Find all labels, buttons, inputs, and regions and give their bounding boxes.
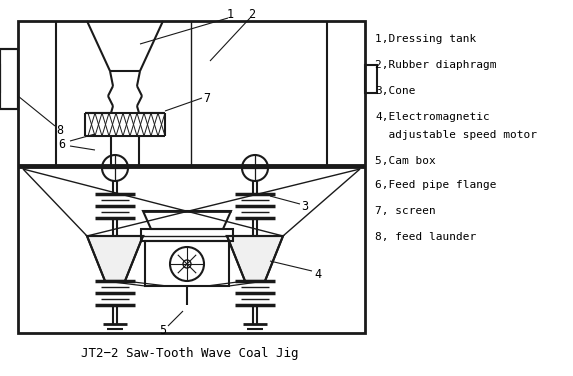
Circle shape: [183, 260, 191, 268]
Text: JT2−2 Saw-Tooth Wave Coal Jig: JT2−2 Saw-Tooth Wave Coal Jig: [81, 347, 299, 361]
Text: 2,Rubber diaphragm: 2,Rubber diaphragm: [375, 60, 496, 70]
Text: adjustable speed motor: adjustable speed motor: [375, 130, 537, 140]
Text: 8, feed launder: 8, feed launder: [375, 232, 476, 242]
Polygon shape: [87, 236, 143, 281]
Text: 2: 2: [249, 8, 256, 21]
Text: 4: 4: [315, 267, 321, 280]
Text: 7, screen: 7, screen: [375, 206, 435, 216]
Bar: [18, 21, 365, 333]
Text: 6,Feed pipe flange: 6,Feed pipe flange: [375, 180, 496, 190]
Text: 4,Electromagnetic: 4,Electromagnetic: [375, 112, 490, 122]
Text: 7: 7: [203, 91, 210, 105]
Text: 1,Dressing tank: 1,Dressing tank: [375, 34, 476, 44]
Bar: [0, 49, 18, 109]
Text: 5: 5: [159, 323, 167, 337]
Bar: [0, 49, 18, 109]
Text: 8: 8: [56, 124, 64, 138]
Bar: [141, 229, 233, 241]
Text: 3,Cone: 3,Cone: [375, 86, 415, 96]
Text: 3: 3: [301, 200, 309, 212]
Bar: [145, 241, 229, 286]
Text: 6: 6: [58, 138, 65, 150]
Text: 5,Cam box: 5,Cam box: [375, 156, 435, 166]
Polygon shape: [227, 236, 283, 281]
Text: 1: 1: [226, 8, 234, 21]
Bar: [365, 65, 377, 93]
